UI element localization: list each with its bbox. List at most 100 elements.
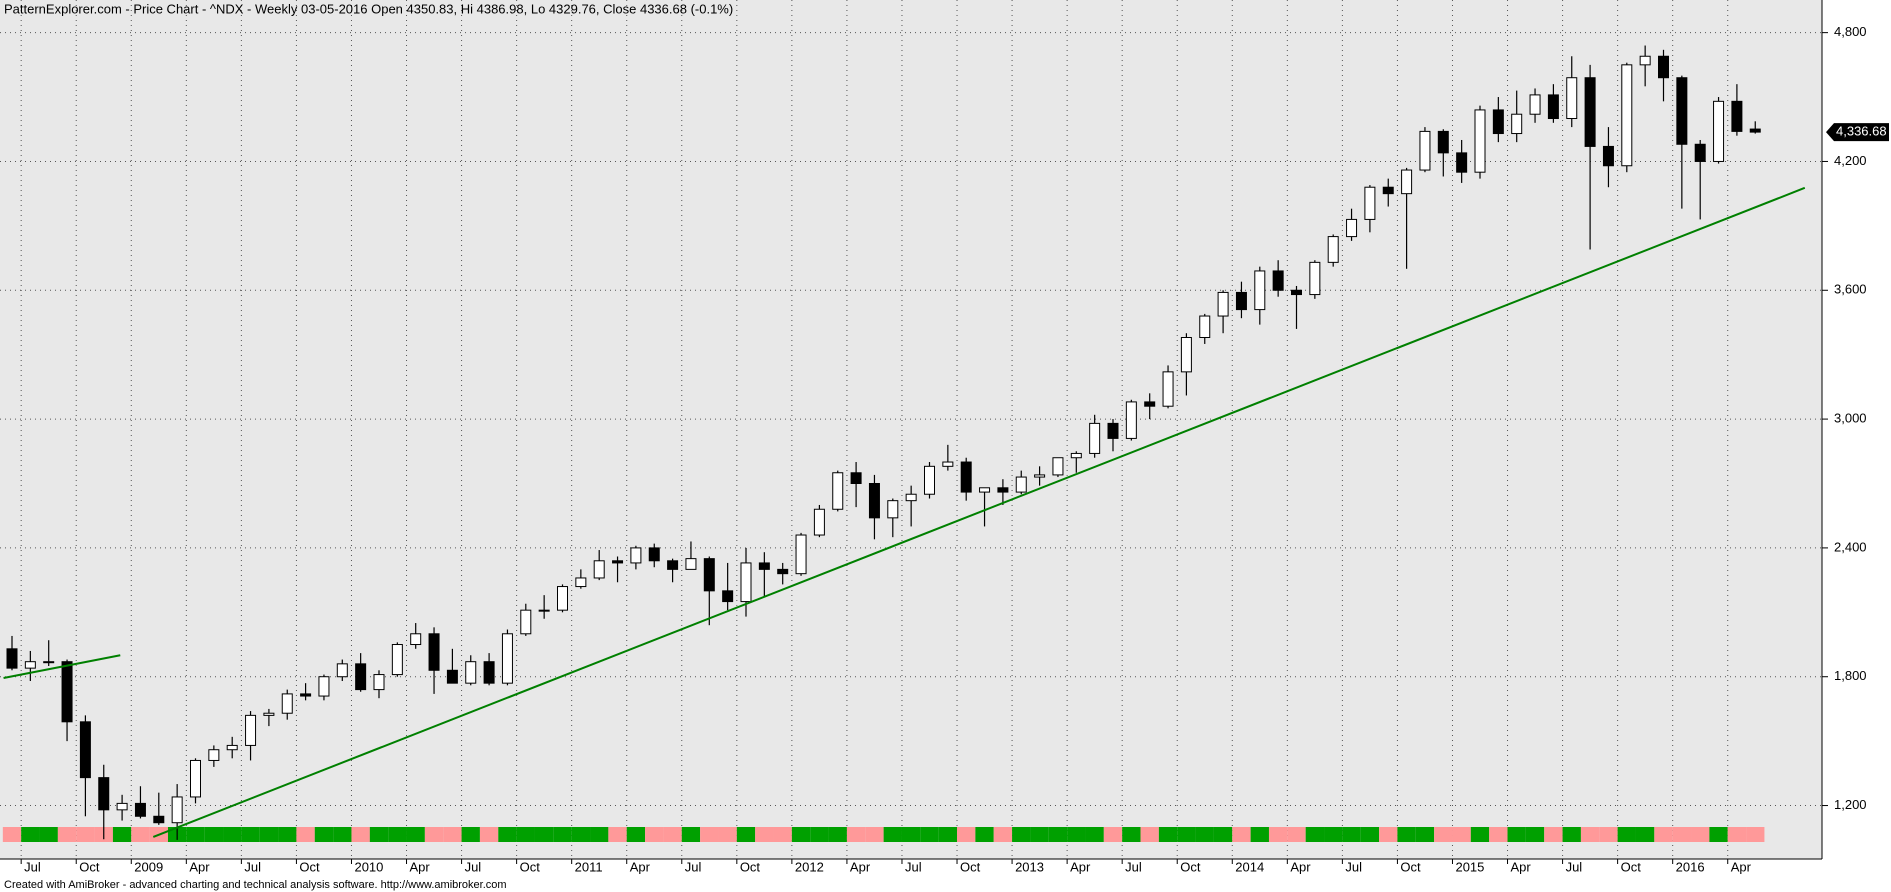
x-tick-label: Apr xyxy=(1731,859,1752,874)
y-tick-label: 1,800 xyxy=(1834,668,1867,683)
ribbon-cell xyxy=(1177,827,1196,842)
candle-body xyxy=(905,493,917,502)
x-tick-label: Oct xyxy=(1400,859,1421,874)
candle-body xyxy=(575,577,587,588)
ribbon-cell xyxy=(1213,827,1233,842)
candle-body xyxy=(1713,100,1725,162)
candle-body xyxy=(1566,77,1578,120)
candle-body xyxy=(1235,291,1247,311)
candle-body xyxy=(6,648,18,669)
ribbon-cell xyxy=(1122,827,1141,842)
ribbon-cell xyxy=(1507,827,1526,842)
candle-body xyxy=(942,461,954,467)
candle-body xyxy=(300,693,312,697)
ribbon-cell xyxy=(1048,827,1068,842)
ribbon-cell xyxy=(1379,827,1398,842)
ribbon-cell xyxy=(993,827,1013,842)
ribbon-cell xyxy=(1452,827,1471,842)
ribbon-cell xyxy=(1268,827,1288,842)
candle-body xyxy=(612,560,624,564)
x-tick-label: 2016 xyxy=(1676,859,1705,874)
ribbon-cell xyxy=(1287,827,1306,842)
candle-body xyxy=(1346,218,1358,238)
ribbon-cell xyxy=(112,827,132,842)
candle-body xyxy=(1180,337,1192,373)
ribbon-cell xyxy=(369,827,389,842)
candle-body xyxy=(1144,401,1156,407)
ribbon-cell xyxy=(424,827,444,842)
x-tick-label: 2012 xyxy=(795,859,824,874)
ribbon-cell xyxy=(1250,827,1269,842)
candle-body xyxy=(667,560,679,570)
ribbon-cell xyxy=(259,827,279,842)
candle-body xyxy=(1052,457,1064,476)
x-tick-label: Apr xyxy=(850,859,871,874)
ribbon-cell xyxy=(1415,827,1435,842)
candle-body xyxy=(1070,452,1082,459)
ribbon-cell xyxy=(1562,827,1581,842)
ribbon-cell xyxy=(1305,827,1325,842)
ribbon-cell xyxy=(883,827,902,842)
ribbon-cell xyxy=(1103,827,1123,842)
ribbon-cell xyxy=(1746,827,1765,842)
candle-body xyxy=(336,663,348,678)
x-tick-label: Oct xyxy=(960,859,981,874)
ribbon-cell xyxy=(975,827,994,842)
ribbon-cell xyxy=(204,827,224,842)
candle-body xyxy=(281,693,293,714)
candle-body xyxy=(446,669,458,684)
candle-body xyxy=(428,633,440,671)
ribbon-cell xyxy=(1727,827,1747,842)
x-tick-label: Apr xyxy=(410,859,431,874)
ribbon-cell xyxy=(1232,827,1251,842)
candle-body xyxy=(557,586,568,611)
ribbon-cell xyxy=(645,827,664,842)
ribbon-cell xyxy=(1012,827,1031,842)
plot-layer xyxy=(0,0,1822,859)
ribbon-cell xyxy=(700,827,719,842)
ribbon-cell xyxy=(1470,827,1490,842)
ribbon-cell xyxy=(296,827,315,842)
candle-body xyxy=(43,661,55,664)
candle-body xyxy=(318,676,330,697)
x-tick-label: Jul xyxy=(465,859,482,874)
x-tick-label: Jul xyxy=(24,859,41,874)
ribbon-cell xyxy=(1342,827,1361,842)
candle-body xyxy=(355,663,367,691)
trendline xyxy=(3,654,121,679)
ribbon-cell xyxy=(1580,827,1600,842)
candle-body xyxy=(1731,100,1743,132)
ribbon-cell xyxy=(828,827,847,842)
candle-body xyxy=(1547,94,1559,120)
ribbon-cell xyxy=(1672,827,1692,842)
candle-body xyxy=(1658,55,1669,79)
candle-body xyxy=(1602,145,1614,167)
ribbon-cell xyxy=(1617,827,1636,842)
ribbon-cell xyxy=(461,827,480,842)
candle-body xyxy=(1419,130,1431,171)
ribbon-cell xyxy=(773,827,792,842)
ribbon-cell xyxy=(590,827,609,842)
candle-body xyxy=(1474,109,1486,173)
candle-body xyxy=(98,777,110,811)
ribbon-cell xyxy=(1709,827,1728,842)
candle-body xyxy=(1309,261,1321,296)
x-tick-label: 2014 xyxy=(1235,859,1264,874)
candle-body xyxy=(263,712,275,716)
candle-body xyxy=(1107,422,1119,439)
candle-body xyxy=(171,796,183,824)
ribbon-cell xyxy=(1599,827,1618,842)
ribbon-cell xyxy=(131,827,150,842)
x-tick-label: Oct xyxy=(1621,859,1642,874)
ribbon-cell xyxy=(406,827,425,842)
x-tick-label: 2013 xyxy=(1015,859,1044,874)
candle-body xyxy=(116,802,128,811)
candle-body xyxy=(850,472,862,484)
ribbon-cell xyxy=(351,827,370,842)
candle-body xyxy=(795,534,807,575)
trendline xyxy=(152,186,1806,838)
candle-body xyxy=(24,661,36,669)
candle-body xyxy=(1529,94,1541,115)
candle-body xyxy=(1034,474,1046,478)
